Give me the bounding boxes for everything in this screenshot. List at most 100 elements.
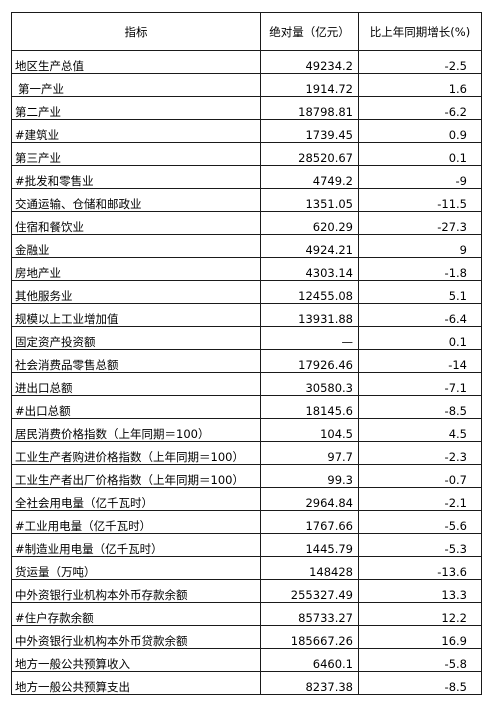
indicator-name-cell: 第一产业 [11, 73, 261, 97]
indicator-name-cell: 工业生产者出厂价格指数（上年同期＝100） [11, 464, 261, 488]
absolute-value-cell: 13931.88 [260, 303, 359, 327]
absolute-value-cell: 6460.1 [260, 648, 359, 672]
indicator-name-cell: 住宿和餐饮业 [11, 211, 261, 235]
absolute-value-cell: 85733.27 [260, 602, 359, 626]
indicator-name-cell: 房地产业 [11, 257, 261, 281]
growth-rate-cell: 0.1 [358, 142, 482, 166]
absolute-value-cell: 1351.05 [260, 188, 359, 212]
indicator-name-cell: #住户存款余额 [11, 602, 261, 626]
column-header-indicator: 指标 [11, 12, 261, 51]
growth-rate-cell: 0.9 [358, 119, 482, 143]
absolute-value-cell: 17926.46 [260, 349, 359, 373]
statistics-table-sheet: 指标 绝对量（亿元） 比上年同期增长(%) 地区生产总值 49234.2 -2.5 第… [11, 12, 482, 695]
growth-rate-cell: -27.3 [358, 211, 482, 235]
growth-rate-cell: 5.1 [358, 280, 482, 304]
growth-rate-cell: -1.8 [358, 257, 482, 281]
growth-rate-cell: 0.1 [358, 326, 482, 350]
absolute-value-cell: 4303.14 [260, 257, 359, 281]
indicator-name-cell: 第二产业 [11, 96, 261, 120]
indicator-name-cell: 中外资银行业机构本外币存款余额 [11, 579, 261, 603]
table-row: 规模以上工业增加值 13931.88 -6.4 [11, 303, 482, 327]
absolute-value-cell: 2964.84 [260, 487, 359, 511]
growth-rate-cell: 1.6 [358, 73, 482, 97]
indicator-name-cell: 第三产业 [11, 142, 261, 166]
table-row: #批发和零售业 4749.2 -9 [11, 165, 482, 189]
table-row: 工业生产者购进价格指数（上年同期＝100） 97.7 -2.3 [11, 441, 482, 465]
table-row: 地区生产总值 49234.2 -2.5 [11, 50, 482, 74]
table-row: 全社会用电量（亿千瓦时） 2964.84 -2.1 [11, 487, 482, 511]
indicator-name-cell: #建筑业 [11, 119, 261, 143]
absolute-value-cell: 49234.2 [260, 50, 359, 74]
growth-rate-cell: -5.6 [358, 510, 482, 534]
table-row: 工业生产者出厂价格指数（上年同期＝100） 99.3 -0.7 [11, 464, 482, 488]
growth-rate-cell: -14 [358, 349, 482, 373]
growth-rate-cell: -8.5 [358, 671, 482, 695]
growth-rate-cell: -2.1 [358, 487, 482, 511]
table-row: #制造业用电量（亿千瓦时） 1445.79 -5.3 [11, 533, 482, 557]
absolute-value-cell: 104.5 [260, 418, 359, 442]
table-row: 中外资银行业机构本外币贷款余额 185667.26 16.9 [11, 625, 482, 649]
indicator-name-cell: #制造业用电量（亿千瓦时） [11, 533, 261, 557]
table-row: 社会消费品零售总额 17926.46 -14 [11, 349, 482, 373]
table-row: 进出口总额 30580.3 -7.1 [11, 372, 482, 396]
indicator-name-cell: 社会消费品零售总额 [11, 349, 261, 373]
growth-rate-cell: -2.3 [358, 441, 482, 465]
table-row: 中外资银行业机构本外币存款余额 255327.49 13.3 [11, 579, 482, 603]
indicator-name-cell: 地方一般公共预算支出 [11, 671, 261, 695]
growth-rate-cell: 9 [358, 234, 482, 258]
indicator-name-cell: 交通运输、仓储和邮政业 [11, 188, 261, 212]
absolute-value-cell: 4924.21 [260, 234, 359, 258]
absolute-value-cell: 12455.08 [260, 280, 359, 304]
growth-rate-cell: -11.5 [358, 188, 482, 212]
absolute-value-cell: 1445.79 [260, 533, 359, 557]
growth-rate-cell: 12.2 [358, 602, 482, 626]
absolute-value-cell: — [260, 326, 359, 350]
indicator-name-cell: 居民消费价格指数（上年同期＝100） [11, 418, 261, 442]
table-header: 指标 绝对量（亿元） 比上年同期增长(%) [11, 12, 482, 51]
table-row: 第三产业 28520.67 0.1 [11, 142, 482, 166]
absolute-value-cell: 620.29 [260, 211, 359, 235]
absolute-value-cell: 28520.67 [260, 142, 359, 166]
absolute-value-cell: 18798.81 [260, 96, 359, 120]
table-row: 货运量（万吨） 148428 -13.6 [11, 556, 482, 580]
growth-rate-cell: -8.5 [358, 395, 482, 419]
indicator-name-cell: 地区生产总值 [11, 50, 261, 74]
absolute-value-cell: 99.3 [260, 464, 359, 488]
table-row: 第一产业 1914.72 1.6 [11, 73, 482, 97]
indicator-name-cell: 固定资产投资额 [11, 326, 261, 350]
growth-rate-cell: 13.3 [358, 579, 482, 603]
absolute-value-cell: 8237.38 [260, 671, 359, 695]
indicator-name-cell: 规模以上工业增加值 [11, 303, 261, 327]
header-row: 指标 绝对量（亿元） 比上年同期增长(%) [11, 12, 482, 51]
indicator-name-cell: 中外资银行业机构本外币贷款余额 [11, 625, 261, 649]
indicator-name-cell: #出口总额 [11, 395, 261, 419]
indicator-name-cell: 工业生产者购进价格指数（上年同期＝100） [11, 441, 261, 465]
table-row: 地方一般公共预算支出 8237.38 -8.5 [11, 671, 482, 695]
indicator-name-cell: #批发和零售业 [11, 165, 261, 189]
table-row: #建筑业 1739.45 0.9 [11, 119, 482, 143]
table-row: #住户存款余额 85733.27 12.2 [11, 602, 482, 626]
absolute-value-cell: 18145.6 [260, 395, 359, 419]
statistics-table: 指标 绝对量（亿元） 比上年同期增长(%) 地区生产总值 49234.2 -2.5 第… [11, 12, 482, 695]
growth-rate-cell: -2.5 [358, 50, 482, 74]
absolute-value-cell: 1767.66 [260, 510, 359, 534]
growth-rate-cell: -6.4 [358, 303, 482, 327]
table-row: 第二产业 18798.81 -6.2 [11, 96, 482, 120]
table-row: 住宿和餐饮业 620.29 -27.3 [11, 211, 482, 235]
growth-rate-cell: -9 [358, 165, 482, 189]
table-row: 交通运输、仓储和邮政业 1351.05 -11.5 [11, 188, 482, 212]
absolute-value-cell: 1914.72 [260, 73, 359, 97]
growth-rate-cell: -13.6 [358, 556, 482, 580]
table-row: 地方一般公共预算收入 6460.1 -5.8 [11, 648, 482, 672]
table-row: 金融业 4924.21 9 [11, 234, 482, 258]
growth-rate-cell: -0.7 [358, 464, 482, 488]
table-row: #工业用电量（亿千瓦时） 1767.66 -5.6 [11, 510, 482, 534]
indicator-name-cell: 其他服务业 [11, 280, 261, 304]
indicator-name-cell: 进出口总额 [11, 372, 261, 396]
growth-rate-cell: -5.8 [358, 648, 482, 672]
column-header-absolute-value: 绝对量（亿元） [260, 12, 359, 51]
table-row: 其他服务业 12455.08 5.1 [11, 280, 482, 304]
absolute-value-cell: 148428 [260, 556, 359, 580]
column-header-growth: 比上年同期增长(%) [358, 12, 482, 51]
indicator-name-cell: #工业用电量（亿千瓦时） [11, 510, 261, 534]
